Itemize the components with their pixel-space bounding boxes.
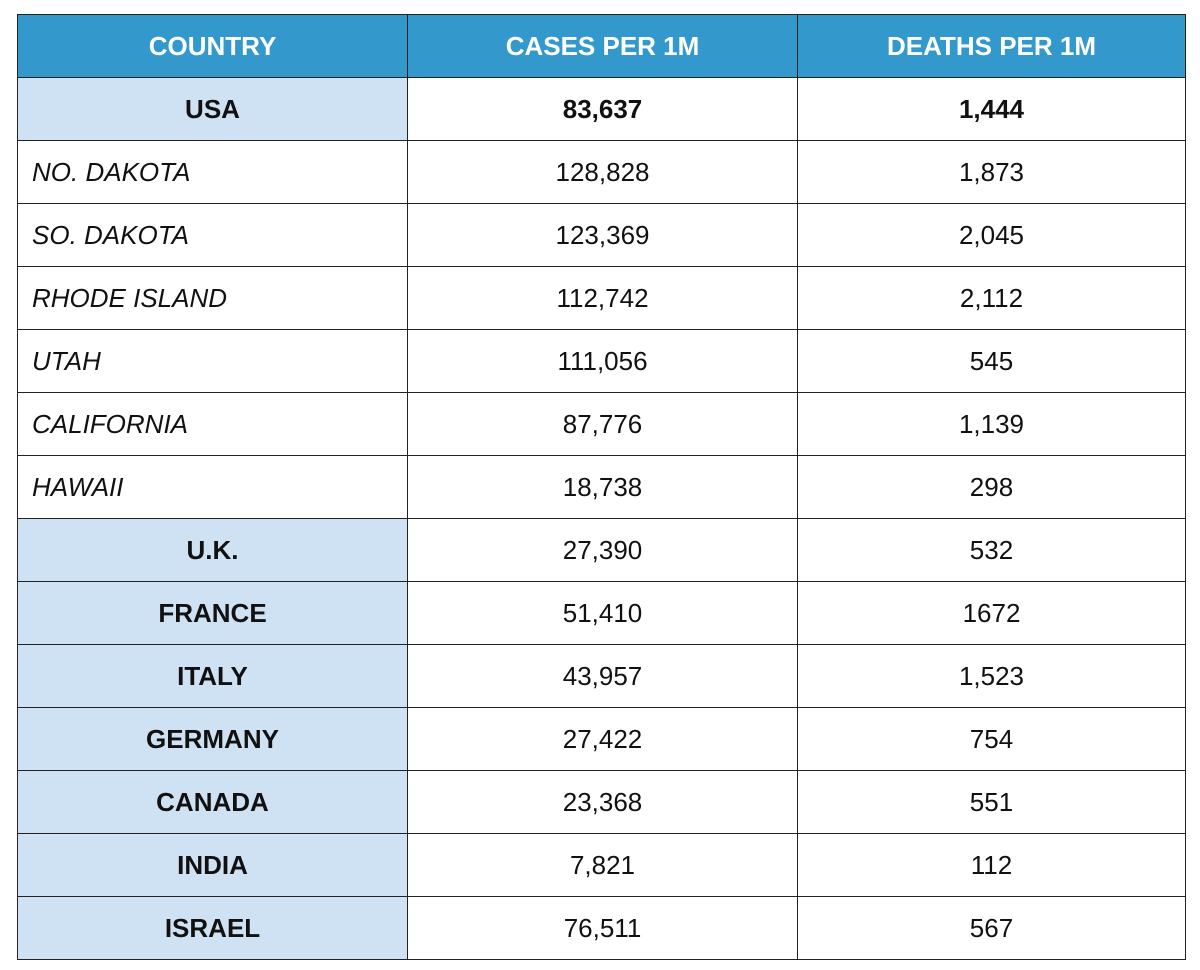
- region-cell: NO. DAKOTA: [17, 140, 408, 204]
- header-row: COUNTRY CASES PER 1M DEATHS PER 1M: [17, 14, 1186, 78]
- region-cell: CANADA: [17, 770, 408, 834]
- table-row: INDIA 7,821 112: [17, 833, 1186, 897]
- region-cell: GERMANY: [17, 707, 408, 771]
- cases-cell: 27,422: [407, 707, 798, 771]
- table-row: UTAH 111,056 545: [17, 329, 1186, 393]
- table-row: NO. DAKOTA 128,828 1,873: [17, 140, 1186, 204]
- header-cell: DEATHS PER 1M: [797, 14, 1186, 78]
- deaths-cell: 1,873: [797, 140, 1186, 204]
- table-row: CALIFORNIA 87,776 1,139: [17, 392, 1186, 456]
- table-row: ISRAEL 76,511 567: [17, 896, 1186, 960]
- cases-cell: 43,957: [407, 644, 798, 708]
- region-cell: FRANCE: [17, 581, 408, 645]
- table-row: U.K. 27,390 532: [17, 518, 1186, 582]
- cases-cell: 7,821: [407, 833, 798, 897]
- region-cell: UTAH: [17, 329, 408, 393]
- deaths-cell: 567: [797, 896, 1186, 960]
- table-row: HAWAII 18,738 298: [17, 455, 1186, 519]
- cases-cell: 112,742: [407, 266, 798, 330]
- table-row: USA 83,637 1,444: [17, 77, 1186, 141]
- region-cell: HAWAII: [17, 455, 408, 519]
- table-row: ITALY 43,957 1,523: [17, 644, 1186, 708]
- header-cell: CASES PER 1M: [407, 14, 798, 78]
- data-table: COUNTRY CASES PER 1M DEATHS PER 1M USA 83…: [17, 14, 1186, 960]
- deaths-cell: 298: [797, 455, 1186, 519]
- table-row: FRANCE 51,410 1672: [17, 581, 1186, 645]
- table-row: SO. DAKOTA 123,369 2,045: [17, 203, 1186, 267]
- header-cell: COUNTRY: [17, 14, 408, 78]
- deaths-cell: 1672: [797, 581, 1186, 645]
- table-body: USA 83,637 1,444 NO. DAKOTA 128,828 1,873 SO. …: [17, 77, 1186, 960]
- cases-cell: 51,410: [407, 581, 798, 645]
- cases-cell: 23,368: [407, 770, 798, 834]
- cases-cell: 76,511: [407, 896, 798, 960]
- cases-cell: 83,637: [407, 77, 798, 141]
- region-cell: INDIA: [17, 833, 408, 897]
- region-cell: USA: [17, 77, 408, 141]
- region-cell: CALIFORNIA: [17, 392, 408, 456]
- deaths-cell: 112: [797, 833, 1186, 897]
- region-cell: ITALY: [17, 644, 408, 708]
- deaths-cell: 754: [797, 707, 1186, 771]
- region-cell: U.K.: [17, 518, 408, 582]
- cases-cell: 111,056: [407, 329, 798, 393]
- deaths-cell: 545: [797, 329, 1186, 393]
- region-cell: RHODE ISLAND: [17, 266, 408, 330]
- cases-cell: 128,828: [407, 140, 798, 204]
- deaths-cell: 532: [797, 518, 1186, 582]
- region-cell: SO. DAKOTA: [17, 203, 408, 267]
- table-row: RHODE ISLAND 112,742 2,112: [17, 266, 1186, 330]
- table-row: CANADA 23,368 551: [17, 770, 1186, 834]
- table-header: COUNTRY CASES PER 1M DEATHS PER 1M: [17, 14, 1186, 78]
- region-cell: ISRAEL: [17, 896, 408, 960]
- cases-cell: 123,369: [407, 203, 798, 267]
- deaths-cell: 551: [797, 770, 1186, 834]
- deaths-cell: 2,045: [797, 203, 1186, 267]
- deaths-cell: 1,139: [797, 392, 1186, 456]
- cases-cell: 27,390: [407, 518, 798, 582]
- cases-cell: 18,738: [407, 455, 798, 519]
- deaths-cell: 1,444: [797, 77, 1186, 141]
- table-row: GERMANY 27,422 754: [17, 707, 1186, 771]
- deaths-cell: 1,523: [797, 644, 1186, 708]
- deaths-cell: 2,112: [797, 266, 1186, 330]
- cases-cell: 87,776: [407, 392, 798, 456]
